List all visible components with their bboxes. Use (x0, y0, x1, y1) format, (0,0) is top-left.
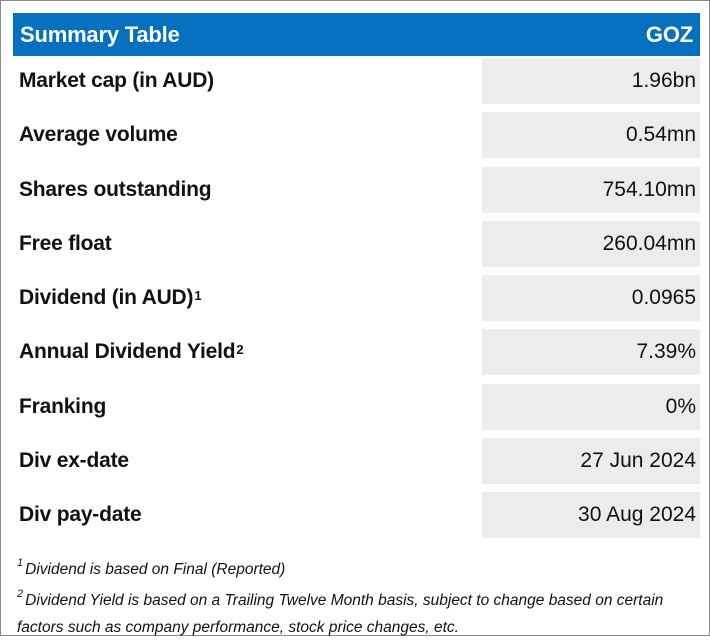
table-header: Summary Table GOZ (13, 13, 700, 56)
row-value: 30 Aug 2024 (482, 492, 700, 539)
row-label: Free float (19, 221, 479, 267)
footnote: 2 Dividend Yield is based on a Trailing T… (17, 583, 697, 641)
table-row: Franking 0% (13, 383, 700, 438)
row-label-text: Div pay-date (19, 503, 142, 527)
row-value: 1.96bn (482, 58, 700, 104)
table-row: Shares outstanding 754.10mn (13, 166, 700, 221)
row-label-text: Div ex-date (19, 449, 129, 473)
row-label-text: Free float (19, 231, 112, 255)
table-row: Dividend (in AUD) 1 0.0965 (13, 275, 700, 329)
footnote-ref: 2 (236, 341, 244, 357)
table-row: Average volume 0.54mn (13, 112, 700, 166)
row-value: 27 Jun 2024 (482, 438, 700, 485)
footnote-mark: 1 (17, 557, 24, 569)
row-label: Annual Dividend Yield 2 (19, 329, 479, 375)
table-body: Market cap (in AUD) 1.96bn Average volum… (13, 58, 700, 547)
table-row: Div ex-date 27 Jun 2024 (13, 438, 700, 492)
row-value: 754.10mn (482, 166, 700, 213)
row-label-text: Shares outstanding (19, 177, 212, 201)
row-label-text: Market cap (in AUD) (19, 69, 214, 92)
row-label-text: Dividend (in AUD) (19, 286, 194, 310)
table-row: Free float 260.04mn (13, 220, 700, 275)
row-label-text: Franking (19, 394, 107, 418)
table-row: Div pay-date 30 Aug 2024 (13, 492, 700, 546)
table-title: Summary Table (20, 21, 180, 47)
row-value: 0.0965 (482, 275, 700, 322)
footnote-ref: 1 (194, 287, 202, 303)
row-label: Dividend (in AUD) 1 (19, 275, 479, 321)
row-label: Shares outstanding (19, 167, 479, 213)
footnote-mark: 2 (17, 588, 24, 601)
table-row: Annual Dividend Yield 2 7.39% (13, 329, 700, 383)
row-label: Market cap (in AUD) (19, 58, 479, 104)
footnote-text: Dividend Yield is based on a Trailing Tw… (17, 592, 664, 637)
row-label: Div ex-date (19, 438, 479, 484)
footnotes: 1 Dividend is based on Final (Reported) 2… (17, 552, 697, 641)
row-value: 0.54mn (482, 112, 700, 159)
table-row: Market cap (in AUD) 1.96bn (13, 58, 700, 112)
row-label: Average volume (19, 112, 479, 158)
ticker-symbol: GOZ (645, 21, 693, 47)
row-label-text: Annual Dividend Yield (19, 340, 236, 364)
row-label: Franking (19, 384, 479, 430)
row-value: 260.04mn (482, 220, 700, 267)
footnote-text: Dividend is based on Final (Reported) (25, 561, 286, 579)
row-value: 0% (482, 383, 700, 430)
row-label-text: Average volume (19, 123, 178, 147)
row-value: 7.39% (482, 329, 700, 376)
row-label: Div pay-date (19, 492, 479, 538)
footnote: 1 Dividend is based on Final (Reported) (17, 552, 697, 583)
